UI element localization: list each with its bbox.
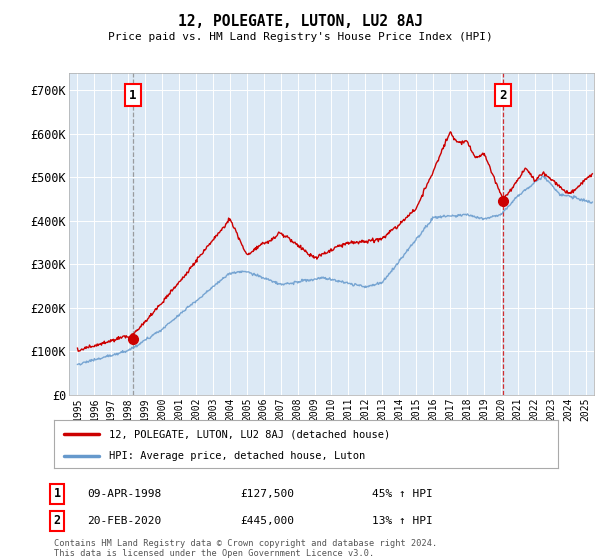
Text: Contains HM Land Registry data © Crown copyright and database right 2024.
This d: Contains HM Land Registry data © Crown c… [54, 539, 437, 558]
Text: 2: 2 [499, 89, 507, 102]
Text: 20-FEB-2020: 20-FEB-2020 [87, 516, 161, 526]
Text: 2: 2 [53, 514, 61, 528]
Text: 12, POLEGATE, LUTON, LU2 8AJ (detached house): 12, POLEGATE, LUTON, LU2 8AJ (detached h… [109, 430, 391, 439]
Text: £127,500: £127,500 [240, 489, 294, 499]
Text: 13% ↑ HPI: 13% ↑ HPI [372, 516, 433, 526]
Text: 1: 1 [129, 89, 137, 102]
Text: 1: 1 [53, 487, 61, 501]
Text: Price paid vs. HM Land Registry's House Price Index (HPI): Price paid vs. HM Land Registry's House … [107, 32, 493, 43]
Text: £445,000: £445,000 [240, 516, 294, 526]
Text: HPI: Average price, detached house, Luton: HPI: Average price, detached house, Luto… [109, 451, 365, 461]
Text: 09-APR-1998: 09-APR-1998 [87, 489, 161, 499]
Text: 12, POLEGATE, LUTON, LU2 8AJ: 12, POLEGATE, LUTON, LU2 8AJ [178, 14, 422, 29]
Text: 45% ↑ HPI: 45% ↑ HPI [372, 489, 433, 499]
